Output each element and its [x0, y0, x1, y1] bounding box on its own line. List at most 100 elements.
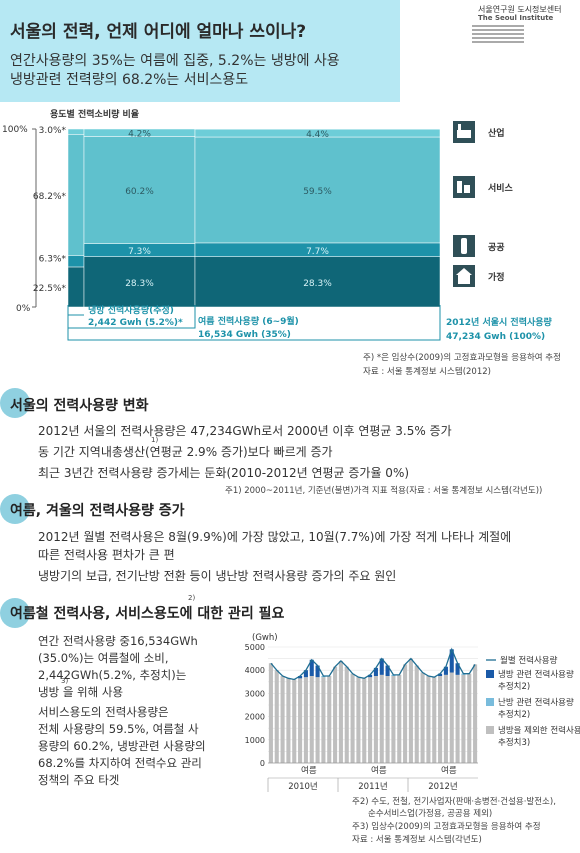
- bar-value-label: 60.2%: [125, 187, 154, 197]
- summer-note-2: 16,534 Gwh (35%): [198, 330, 291, 340]
- traffic-light-icon: [453, 235, 475, 257]
- section3-p1-line: 냉방 을 위해 사용: [38, 685, 124, 699]
- annual-note-1: 2012년 서울시 전력사용량: [446, 316, 553, 328]
- chart1-footnote-2: 자료 : 서울 통계정보 시스템(2012): [363, 366, 491, 377]
- legend-swatch: [486, 726, 494, 734]
- section3-sup: 2): [188, 594, 196, 602]
- buildings-icon: [453, 176, 475, 198]
- bar-base: [362, 678, 367, 763]
- bar-서비스-0: [67, 134, 85, 256]
- section2-marker: [0, 494, 30, 524]
- year-label: 2012년: [428, 781, 457, 792]
- bar-가정-1: [83, 256, 196, 308]
- year-label: 2011년: [358, 781, 387, 792]
- section3-marker: [0, 598, 30, 628]
- factory-icon: [453, 121, 475, 143]
- legend-label-suffix: 추정치3): [498, 737, 530, 748]
- logo-name: 서울연구원 도시정보센터: [478, 5, 562, 14]
- bar-base: [414, 665, 419, 763]
- bar-서비스-1: [83, 136, 196, 244]
- header-summary-2: 냉방관련 전력량의 68.2%는 서비스용도: [10, 72, 249, 88]
- bar-base: [426, 676, 431, 763]
- legend-label: 냉방 관련 전력사용량: [498, 669, 574, 680]
- bar-base: [350, 673, 355, 763]
- y-tick-label: 2000: [245, 713, 265, 722]
- section1-line2: 동 기간 지역내총생산(연평균 2.9% 증가)보다 빠르게 증가: [38, 445, 333, 459]
- chart1-axis: [32, 128, 37, 308]
- section1-line3: 최근 3년간 전력사용량 증가세는 둔화(2010-2012년 연평균 증가율 …: [38, 466, 410, 480]
- y-tick-0: 0%: [16, 304, 31, 314]
- bar-base: [443, 674, 448, 763]
- summer-label: 여름: [441, 765, 457, 776]
- section3-title: 여름철 전력사용, 서비스용도에 대한 관리 필요: [10, 606, 285, 622]
- cooling-value-label: 6.3%*: [39, 255, 67, 265]
- bar-value-label: 7.7%: [306, 247, 329, 257]
- chart2-footnote-4: 자료 : 서울 통계정보 시스템(각년도): [352, 834, 482, 845]
- bar-서비스-2: [194, 136, 441, 244]
- bar-cooling: [303, 670, 308, 678]
- legend-label-suffix: 추정치2): [498, 709, 530, 720]
- section2-line2: 따른 전력사용 편차가 큰 편: [38, 548, 175, 562]
- section3-p2-line: 용량의 60.2%, 냉방관련 사용량의: [38, 739, 206, 753]
- legend-label-가정: 가정: [488, 271, 505, 283]
- y-tick-label: 3000: [245, 689, 265, 698]
- chart1-footnote-1: 주) *은 임상수(2009)의 고정효과모형을 응용하여 추정: [363, 352, 561, 363]
- section3-p2-line: 전체 사용량의 59.5%, 여름철 사: [38, 722, 199, 736]
- bar-base: [373, 676, 378, 763]
- bar-base: [274, 670, 279, 763]
- bar-value-label: 4.4%: [306, 130, 329, 140]
- chart2-ylabel: (Gwh): [252, 633, 278, 643]
- bar-base: [268, 663, 273, 763]
- bar-base: [344, 666, 349, 763]
- legend-label-산업: 산업: [488, 127, 505, 139]
- summer-label: 여름: [371, 765, 387, 776]
- legend-label-suffix: 추정치2): [498, 681, 530, 692]
- bar-base: [420, 672, 425, 763]
- bar-base: [379, 674, 384, 763]
- bar-base: [280, 676, 285, 763]
- house-icon: [453, 265, 475, 287]
- chart2-footnote-1: 주2) 수도, 전철, 전기사업자(판매·송병전·건설용·발전소),: [352, 796, 556, 807]
- bar-base: [455, 674, 460, 763]
- section3-sup3: 3): [61, 677, 69, 685]
- legend-swatch: [486, 670, 494, 678]
- bar-cooling: [298, 676, 303, 679]
- section1-sup: 1): [151, 436, 159, 444]
- bar-base: [467, 673, 472, 763]
- summer-label: 여름: [301, 765, 317, 776]
- bar-base: [303, 677, 308, 763]
- bar-base: [315, 677, 320, 763]
- cooling-note-2: 2,442 Gwh (5.2%)*: [88, 318, 183, 328]
- bar-base: [327, 676, 332, 763]
- bar-base: [338, 660, 343, 763]
- bar-cooling: [379, 658, 384, 675]
- bar-base: [391, 676, 396, 763]
- section3-p2-line: 정책의 주요 타겟: [38, 773, 120, 787]
- bar-base: [432, 677, 437, 763]
- section2-title: 여름, 겨울의 전력사용량 증가: [10, 503, 185, 519]
- chart2-footnote-2: 순수서비스업(가정용, 공공용 제외): [368, 808, 492, 819]
- section3-p2-line: 서비스용도의 전력사용량은: [38, 705, 169, 719]
- section1-title: 서울의 전력사용량 변화: [10, 398, 149, 414]
- bar-산업-0: [67, 128, 85, 135]
- bar-base: [286, 678, 291, 763]
- bar-가정-2: [194, 256, 441, 308]
- chart2-footnote-3: 주3) 임상수(2009)의 고정효과모형을 응용하여 추정: [352, 821, 541, 832]
- bar-base: [403, 664, 408, 763]
- y-tick-100: 100%: [2, 125, 28, 135]
- bar-value-label: 59.5%: [303, 187, 332, 197]
- section1-note: 주1) 2000~2011년, 기준년(불변)가격 지표 적용(자료 : 서울 …: [225, 486, 543, 496]
- bar-base: [356, 677, 361, 763]
- cooling-value-label: 68.2%*: [33, 192, 67, 202]
- bar-base: [385, 676, 390, 763]
- legend-label-공공: 공공: [488, 242, 505, 253]
- bar-공공-0: [67, 255, 85, 268]
- bar-base: [449, 672, 454, 763]
- bar-cooling: [443, 666, 448, 675]
- bar-base: [333, 666, 338, 763]
- monthly-usage-chart: (Gwh) 0 1000 2000 3000 4000 5000 여름 2010년 여름 201…: [245, 633, 580, 845]
- chart1-subtitle: 용도별 전력소비량 비율: [50, 108, 139, 120]
- header-summary-1: 연간사용량의 35%는 여름에 집중, 5.2%는 냉방에 사용: [10, 53, 340, 69]
- bar-cooling: [315, 665, 320, 678]
- section3-paragraph-1: 연간 전력사용량 중16,534GWh (35.0%)는 여름철에 소비, 2,…: [38, 633, 198, 701]
